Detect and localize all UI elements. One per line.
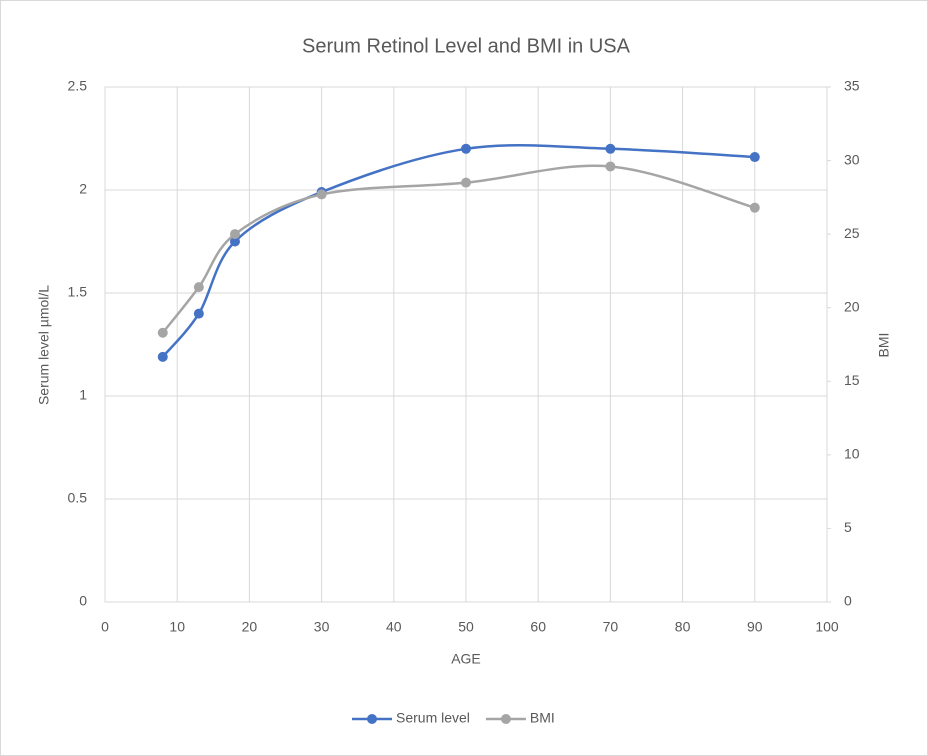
y2-tick-label: 25 (844, 225, 860, 241)
y-tick-label: 2 (79, 181, 87, 197)
point (229, 236, 240, 247)
legend-label: Serum level (396, 710, 470, 726)
y2-tick-label: 0 (844, 593, 852, 609)
x-tick-label: 70 (603, 619, 619, 635)
y-tick-label: 0.5 (68, 490, 88, 506)
y-tick-label: 0 (79, 593, 87, 609)
point (605, 143, 616, 154)
x-axis-title: AGE (451, 651, 481, 667)
point (316, 189, 327, 200)
x-tick-label: 90 (747, 619, 763, 635)
point (193, 308, 204, 319)
point (749, 152, 760, 163)
plot-border (104, 86, 828, 603)
series-line (161, 164, 756, 334)
point (461, 143, 471, 154)
point (461, 177, 471, 188)
point (229, 229, 240, 240)
point (157, 327, 168, 338)
y2-tick-label: 20 (844, 298, 860, 314)
point (157, 351, 168, 362)
x-tick-label: 10 (169, 619, 185, 635)
point (193, 282, 204, 293)
y2-tick-label: 5 (844, 519, 852, 535)
legend-marker (367, 714, 377, 724)
x-tick-label: 20 (242, 619, 258, 635)
y2-tick-label: 35 (844, 78, 860, 94)
y2-axis-title: BMI (876, 333, 892, 358)
series-line (161, 144, 755, 358)
x-tick-label: 100 (815, 619, 839, 635)
x-tick-label: 50 (458, 619, 474, 635)
x-tick-label: 60 (530, 619, 546, 635)
y2-tick-label: 30 (844, 151, 860, 167)
x-tick-label: 80 (675, 619, 691, 635)
x-tick-label: 40 (386, 619, 402, 635)
y2-tick-label: 10 (844, 446, 860, 462)
legend-marker (500, 714, 511, 724)
y-tick-label: 2.5 (68, 78, 88, 94)
y-axis-title: Serum level µmol/L (36, 285, 52, 405)
x-tick-label: 0 (101, 619, 109, 635)
y-tick-label: 1.5 (68, 284, 88, 300)
y2-tick-label: 15 (844, 372, 860, 388)
y-tick-label: 1 (79, 387, 87, 403)
x-tick-label: 30 (314, 619, 330, 635)
legend-label: BMI (530, 710, 555, 726)
point (605, 161, 616, 172)
chart-title: Serum Retinol Level and BMI in USA (302, 35, 631, 57)
point (749, 202, 760, 213)
